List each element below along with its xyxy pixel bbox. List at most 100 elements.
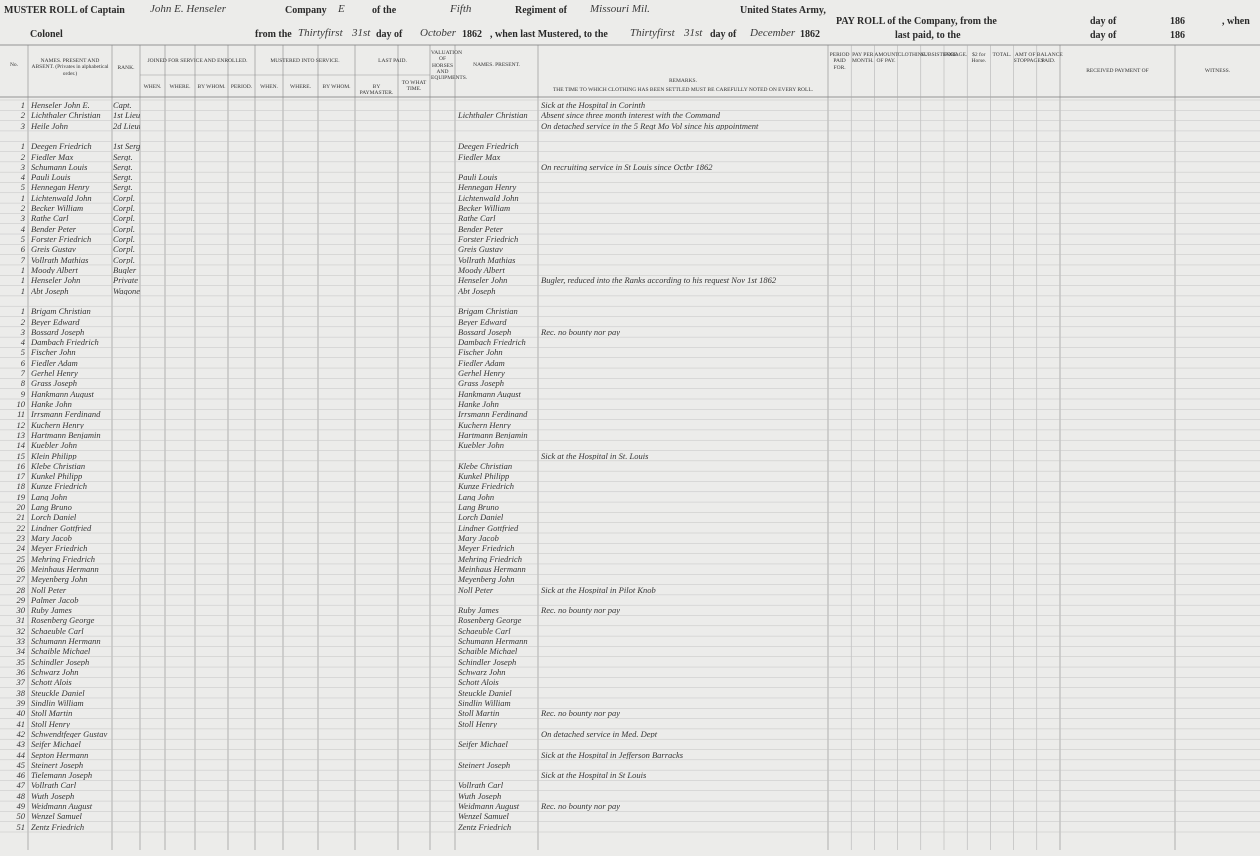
name: Stoll Henry: [31, 719, 70, 729]
name: Kuebler John: [31, 441, 78, 450]
name: Schumann Hermann: [31, 637, 101, 646]
name: Klein Philipp: [31, 451, 77, 461]
header-text: from the: [255, 29, 292, 40]
present-name: Pauli Louis: [458, 173, 498, 182]
row-number: 1: [20, 276, 25, 285]
present-name: Brigam Christian: [458, 307, 518, 316]
rank: Corpl.: [113, 235, 135, 244]
name: Lindner Gottfried: [31, 523, 92, 533]
row-number: 24: [16, 544, 26, 553]
row-number: 13: [16, 430, 26, 440]
header-text: day of: [710, 29, 737, 40]
row-number: 48: [16, 791, 26, 801]
row-number: 51: [16, 822, 26, 832]
present-name: Schumann Hermann: [458, 637, 528, 646]
remark: Sick at the Hospital in Jefferson Barrac…: [541, 750, 684, 760]
name: Kuchern Henry: [31, 420, 84, 430]
column-header: TO WHAT TIME.: [401, 80, 427, 93]
row-number: 7: [20, 255, 25, 265]
present-name: Forster Friedrich: [458, 235, 519, 244]
remark: Sick at the Hospital in Corinth: [541, 101, 646, 110]
row-number: 2: [20, 317, 25, 326]
row-number: 36: [16, 668, 26, 677]
name: Zentz Friedrich: [31, 822, 85, 832]
rank: Sergt.: [113, 162, 133, 172]
row-number: 4: [20, 173, 25, 182]
present-name: Schaible Michael: [458, 647, 518, 656]
name: Lichthaler Christian: [31, 111, 101, 120]
row-number: 19: [16, 492, 26, 502]
column-header: No.: [9, 62, 19, 68]
row-number: 17: [16, 472, 26, 481]
rank: 1st Lieut.: [113, 111, 140, 120]
row-number: 42: [16, 729, 26, 739]
row-number: 46: [16, 771, 26, 780]
column-header: LAST PAID.: [378, 58, 407, 64]
present-name: Greis Gustav: [458, 245, 503, 254]
name: Schaeuble Carl: [31, 626, 84, 636]
name: Fiedler Adam: [31, 358, 78, 368]
row-number: 1: [20, 193, 25, 203]
name: Pauli Louis: [31, 173, 71, 182]
row-number: 23: [16, 534, 26, 543]
present-name: Deegen Friedrich: [458, 142, 519, 151]
row-number: 26: [16, 564, 26, 574]
rank: Sergt.: [113, 183, 133, 192]
name: Moody Albert: [31, 265, 78, 275]
row-number: 47: [16, 781, 26, 790]
present-name: Bossard Joseph: [458, 327, 512, 337]
rank: Corpl.: [113, 245, 135, 254]
column-header: BALANCE PAID.: [1036, 52, 1063, 65]
column-header: PERIOD PAID FOR.: [829, 52, 850, 71]
present-name: Seifer Michael: [458, 740, 508, 749]
name: Lorch Daniel: [31, 513, 77, 522]
name: Schumann Louis: [31, 162, 88, 172]
row-number: 1: [20, 101, 25, 110]
present-name: Dambach Friedrich: [458, 338, 526, 347]
row-number: 50: [16, 812, 26, 821]
present-name: Lang Bruno: [458, 503, 499, 512]
row-number: 30: [16, 606, 26, 615]
handwritten: Missouri Mil.: [590, 3, 650, 15]
row-number: 3: [20, 162, 25, 172]
present-name: Steinert Joseph: [458, 760, 511, 770]
present-name: Sindlin William: [458, 698, 511, 708]
handwritten: Thirtyfirst: [630, 27, 675, 39]
name: Vollrath Mathias: [31, 255, 89, 265]
name: Beyer Edward: [31, 317, 80, 326]
row-number: 7: [20, 369, 25, 378]
present-name: Hartmann Benjamin: [458, 430, 528, 440]
header-text: 1862: [800, 29, 820, 40]
row-number: 14: [16, 441, 26, 450]
present-name: Zentz Friedrich: [458, 822, 512, 832]
row-number: 8: [20, 379, 25, 388]
present-name: Stoll Martin: [458, 709, 500, 718]
name: Wenzel Samuel: [31, 812, 82, 821]
column-header: BY WHOM.: [322, 84, 351, 90]
name: Hennegan Henry: [31, 183, 90, 192]
row-number: 31: [16, 616, 26, 625]
name: Stoll Martin: [31, 709, 73, 718]
header-text: PAY ROLL of the Company, from the: [836, 16, 997, 27]
row-number: 11: [17, 410, 25, 419]
rank: Sergt.: [113, 152, 133, 162]
rank: Corpl.: [113, 214, 135, 223]
name: Hartmann Benjamin: [31, 430, 101, 440]
column-header: WHERE.: [169, 84, 191, 90]
present-name: Gerhel Henry: [458, 369, 505, 378]
name: Weidmann August: [31, 802, 93, 811]
rank: Capt.: [113, 101, 132, 110]
name: Steuckle Daniel: [31, 688, 85, 698]
row-number: 22: [16, 523, 26, 533]
column-header: WITNESS.: [1204, 68, 1231, 74]
row-number: 20: [16, 503, 26, 512]
row-number: 40: [16, 709, 26, 718]
present-name: Noll Peter: [458, 585, 494, 595]
row-number: 34: [16, 647, 26, 656]
remark: Sick at the Hospital in Pilot Knob: [541, 585, 656, 595]
name: Brigam Christian: [31, 307, 91, 316]
column-header: MUSTERED INTO SERVICE.: [270, 58, 340, 64]
name: Fiedler Max: [31, 152, 74, 162]
header-text: , when: [1222, 16, 1250, 27]
